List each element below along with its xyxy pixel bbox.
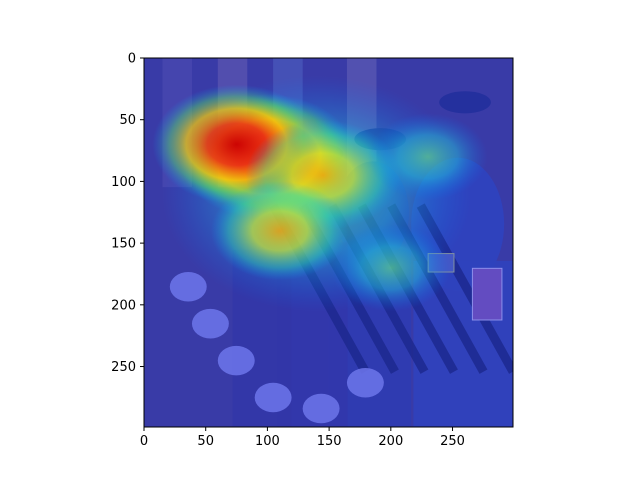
y-tick-label: 50 (119, 113, 136, 128)
photo-hand (191, 308, 229, 339)
x-tick-label: 0 (140, 434, 148, 449)
heatmap-overlay (144, 58, 513, 427)
x-axis: 0 50 100 150 200 250 (140, 427, 465, 449)
photo-hand (346, 367, 384, 398)
x-tick-label: 100 (255, 434, 280, 449)
x-tick-label: 250 (440, 434, 465, 449)
photo-patch (471, 267, 503, 321)
photo-hand (254, 382, 292, 413)
photo-hand (302, 393, 340, 424)
heat-hotspot (211, 181, 349, 281)
photo-hand (217, 345, 255, 376)
x-tick-label: 50 (197, 434, 214, 449)
y-tick-label: 0 (128, 52, 136, 67)
axes-frame (143, 57, 514, 428)
y-tick-label: 250 (111, 360, 136, 375)
y-tick-label: 200 (111, 298, 136, 313)
heat-hotspot (368, 113, 488, 201)
x-tick-label: 200 (378, 434, 403, 449)
photo-hat (439, 91, 491, 114)
heat-hotspot (331, 224, 451, 312)
y-axis: 0 50 100 150 200 250 (111, 52, 144, 375)
photo-hand (169, 272, 207, 302)
x-tick-label: 150 (317, 434, 342, 449)
y-tick-label: 150 (111, 237, 136, 252)
plot-area (144, 58, 513, 427)
y-tick-label: 100 (111, 175, 136, 190)
